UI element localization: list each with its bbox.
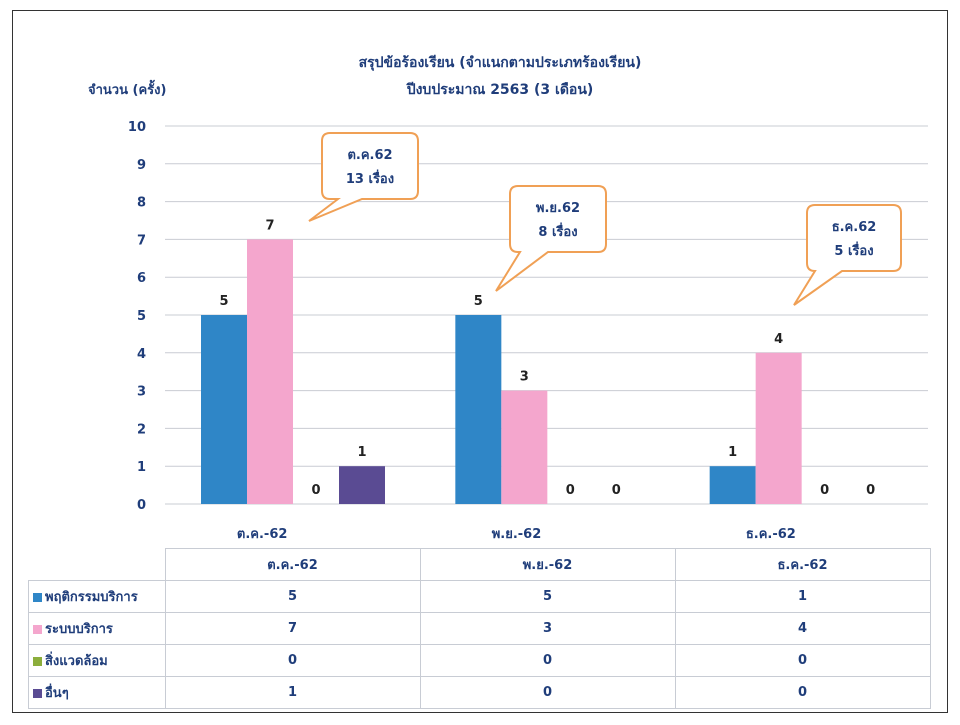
legend-entry: ระบบบริการ [28, 612, 166, 645]
table-cell: 3 [419, 612, 676, 645]
y-tick-label: 4 [137, 347, 146, 362]
legend-swatch [33, 625, 42, 634]
legend-label: ระบบบริการ [45, 622, 113, 637]
data-label: 5 [474, 294, 483, 309]
data-label: 5 [219, 294, 228, 309]
table-header-cell: พ.ย.-62 [419, 548, 676, 581]
table-header-cell: ธ.ค.-62 [674, 548, 931, 581]
y-tick-label: 7 [137, 233, 146, 248]
legend-entry: สิ่งแวดล้อม [28, 644, 166, 677]
callout-total: 13 เรื่อง [346, 169, 394, 187]
chart-subtitle: ปีงบประมาณ 2563 (3 เดือน) [406, 82, 594, 98]
y-tick-label: 9 [137, 158, 146, 173]
legend-swatch [33, 593, 42, 602]
table-corner [28, 548, 166, 581]
y-tick-label: 0 [137, 498, 146, 513]
table-row: พฤติกรรมบริการ 5 5 1 [28, 580, 931, 613]
callout-month: ต.ค.62 [347, 148, 392, 163]
chart-title: สรุปข้อร้องเรียน (จำแนกตามประเภทร้องเรีย… [358, 55, 642, 71]
y-tick-label: 6 [137, 271, 146, 286]
data-label: 0 [866, 483, 875, 498]
table-header-cell: ต.ค.-62 [164, 548, 421, 581]
y-tick-label: 1 [137, 460, 146, 475]
table-row: สิ่งแวดล้อม 0 0 0 [28, 644, 931, 677]
table-cell: 7 [164, 612, 421, 645]
bar [339, 466, 385, 504]
table-cell: 4 [674, 612, 931, 645]
data-label: 1 [357, 445, 366, 460]
table-header-row: ต.ค.-62 พ.ย.-62 ธ.ค.-62 [28, 548, 931, 581]
legend-swatch [33, 689, 42, 698]
legend-entry: อื่นๆ [28, 676, 166, 709]
bar [201, 315, 247, 504]
data-label: 0 [820, 483, 829, 498]
callout-bubble [793, 204, 902, 306]
legend-label: พฤติกรรมบริการ [45, 590, 138, 605]
table-cell: 0 [419, 676, 676, 709]
callout-bubble [308, 132, 419, 222]
data-label: 0 [566, 483, 575, 498]
data-label: 0 [311, 483, 320, 498]
table-cell: 0 [674, 644, 931, 677]
bar [755, 352, 802, 504]
data-table: ต.ค.-62 พ.ย.-62 ธ.ค.-62 พฤติกรรมบริการ 5… [28, 548, 931, 709]
x-tick-label: ธ.ค.-62 [746, 527, 796, 542]
callout-bubble [495, 185, 607, 292]
x-tick-label: ต.ค.-62 [237, 527, 288, 542]
table-cell: 0 [419, 644, 676, 677]
data-label: 7 [265, 218, 274, 233]
legend-label: สิ่งแวดล้อม [45, 654, 108, 669]
data-label: 0 [612, 483, 621, 498]
legend-swatch [33, 657, 42, 666]
y-tick-label: 2 [137, 422, 146, 437]
bar [455, 315, 502, 504]
callout-month: พ.ย.62 [536, 201, 580, 216]
x-tick-label: พ.ย.-62 [492, 527, 542, 542]
callout-total: 5 เรื่อง [834, 241, 873, 259]
table-cell: 5 [419, 580, 676, 613]
y-axis-label: จำนวน (ครั้ง) [88, 83, 167, 98]
y-tick-label: 3 [137, 385, 146, 400]
table-cell: 0 [164, 644, 421, 677]
table-cell: 1 [164, 676, 421, 709]
y-tick-label: 5 [137, 309, 146, 324]
bar [709, 466, 756, 504]
y-tick-label: 10 [128, 120, 146, 135]
legend-label: อื่นๆ [45, 686, 69, 701]
data-label: 3 [520, 370, 529, 385]
table-row: อื่นๆ 1 0 0 [28, 676, 931, 709]
callout-total: 8 เรื่อง [538, 222, 577, 240]
table-cell: 5 [164, 580, 421, 613]
data-label: 1 [728, 445, 737, 460]
table-cell: 0 [674, 676, 931, 709]
data-label: 4 [774, 332, 783, 347]
table-cell: 1 [674, 580, 931, 613]
y-tick-label: 8 [137, 196, 146, 211]
table-row: ระบบบริการ 7 3 4 [28, 612, 931, 645]
callout-month: ธ.ค.62 [832, 220, 877, 235]
legend-entry: พฤติกรรมบริการ [28, 580, 166, 613]
bar [247, 239, 293, 504]
bar [501, 390, 548, 504]
